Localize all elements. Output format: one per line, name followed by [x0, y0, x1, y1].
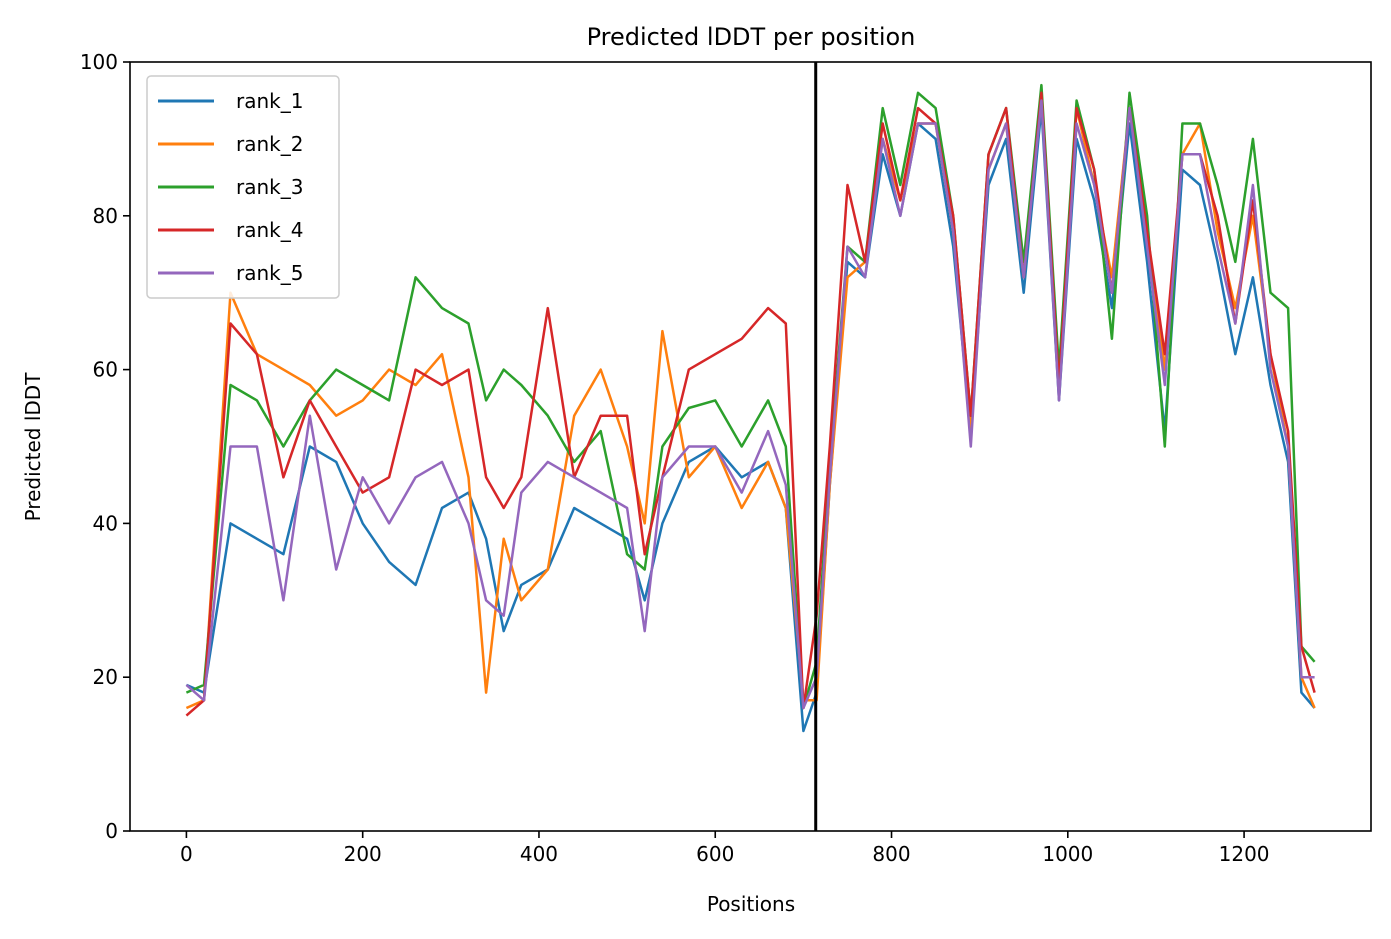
plot-frame — [129, 61, 1372, 832]
y-tick-label: 40 — [93, 511, 118, 535]
x-axis-ticks: 0 200 400 600 800 1000 1200 — [180, 831, 1270, 866]
legend-label-rank_2: rank_2 — [236, 132, 303, 156]
legend-label-rank_1: rank_1 — [236, 89, 303, 113]
x-tick-label: 400 — [520, 842, 558, 866]
legend: rank_1 rank_2 rank_3 rank_4 rank_5 — [146, 75, 340, 299]
x-tick-label: 200 — [344, 842, 382, 866]
y-tick-label: 80 — [93, 204, 118, 228]
x-tick-label: 1200 — [1219, 842, 1270, 866]
legend-label-rank_5: rank_5 — [236, 261, 303, 285]
series-line-rank_4 — [185, 91, 1316, 717]
series-line-rank_5 — [185, 99, 1315, 710]
x-tick-label: 800 — [872, 842, 910, 866]
legend-box — [146, 75, 340, 299]
y-axis-label: Predicted lDDT — [21, 372, 45, 522]
x-tick-label: 1000 — [1042, 842, 1093, 866]
legend-label-rank_4: rank_4 — [236, 218, 303, 242]
chart-title: Predicted lDDT per position — [587, 23, 916, 51]
y-tick-label: 60 — [93, 358, 118, 382]
y-tick-label: 100 — [80, 50, 118, 74]
x-tick-label: 600 — [696, 842, 734, 866]
x-axis-label: Positions — [707, 892, 795, 916]
plot-lines — [185, 83, 1316, 733]
y-tick-label: 20 — [93, 665, 118, 689]
y-tick-label: 0 — [105, 819, 118, 843]
x-tick-label: 0 — [180, 842, 193, 866]
legend-label-rank_3: rank_3 — [236, 175, 303, 199]
y-axis-ticks: 0 20 40 60 80 100 — [80, 50, 130, 843]
